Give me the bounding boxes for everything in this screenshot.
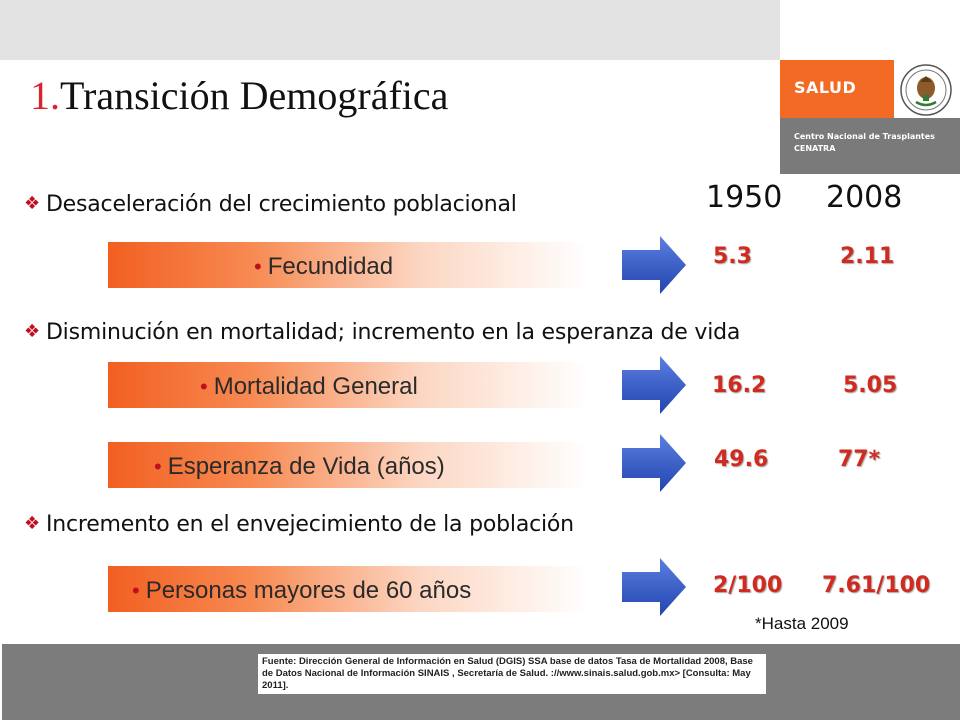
indicator-band-mortalidad: • Mortalidad General	[108, 362, 588, 408]
indicator-label-text: Esperanza de Vida (años)	[167, 453, 445, 480]
bullet-text: Incremento en el envejecimiento de la po…	[45, 512, 574, 537]
value-2008: 2.11	[840, 244, 895, 269]
bullet-mortality: ❖ Disminución en mortalidad; incremento e…	[24, 320, 740, 345]
value-2008: 7.61/100	[822, 573, 931, 598]
dot-bullet-icon: •	[254, 254, 262, 279]
year-1950: 1950	[706, 180, 783, 215]
title-number: 1.	[30, 73, 60, 118]
year-2008: 2008	[826, 180, 903, 215]
diamond-bullet-icon: ❖	[24, 193, 40, 214]
dot-bullet-icon: •	[154, 454, 162, 479]
cenatra-panel: Centro Nacional de Trasplantes CENATRA	[780, 118, 960, 174]
dot-bullet-icon: •	[132, 578, 140, 603]
right-arrow-icon	[622, 558, 686, 616]
brand-logo: SALUD Centro Nacional de Trasplantes CEN…	[780, 60, 960, 174]
indicator-label: • Mortalidad General	[200, 362, 418, 408]
bullet-aging: ❖ Incremento en el envejecimiento de la p…	[24, 512, 574, 537]
value-1950: 49.6	[714, 447, 769, 472]
top-bar	[0, 0, 780, 60]
indicator-band-mayores: • Personas mayores de 60 años	[108, 566, 588, 612]
bullet-text: Disminución en mortalidad; incremento en…	[45, 320, 741, 345]
value-1950: 2/100	[713, 573, 783, 598]
indicator-band-esperanza: • Esperanza de Vida (años)	[108, 442, 588, 488]
center-name-line1: Centro Nacional de Trasplantes	[794, 132, 935, 141]
right-arrow-icon	[622, 356, 686, 414]
footnote: *Hasta 2009	[755, 614, 849, 633]
indicator-label: • Fecundidad	[254, 242, 393, 288]
source-citation: Fuente: Dirección General de Información…	[258, 654, 766, 694]
diamond-bullet-icon: ❖	[24, 513, 40, 534]
value-2008: 77*	[838, 447, 881, 472]
salud-label: SALUD	[794, 78, 857, 97]
salud-badge: SALUD	[780, 60, 894, 118]
value-1950: 5.3	[713, 244, 752, 269]
indicator-band-fecundidad: • Fecundidad	[108, 242, 588, 288]
value-1950: 16.2	[712, 373, 767, 398]
indicator-label-text: Mortalidad General	[213, 373, 418, 400]
coat-of-arms-icon	[900, 64, 952, 116]
right-arrow-icon	[622, 236, 686, 294]
value-2008: 5.05	[843, 373, 898, 398]
center-name-line2: CENATRA	[794, 144, 836, 153]
bullet-population-growth: ❖ Desaceleración del crecimiento poblacio…	[24, 192, 517, 217]
bullet-text: Desaceleración del crecimiento poblacion…	[45, 192, 517, 217]
indicator-label-text: Fecundidad	[267, 253, 394, 280]
indicator-label: • Personas mayores de 60 años	[132, 566, 471, 612]
title-text: Transición Demográfica	[60, 73, 449, 118]
indicator-label-text: Personas mayores de 60 años	[145, 577, 472, 604]
dot-bullet-icon: •	[200, 374, 208, 399]
diamond-bullet-icon: ❖	[24, 321, 40, 342]
right-arrow-icon	[622, 434, 686, 492]
indicator-label: • Esperanza de Vida (años)	[154, 442, 445, 488]
page-title: 1.Transición Demográfica	[30, 72, 448, 119]
